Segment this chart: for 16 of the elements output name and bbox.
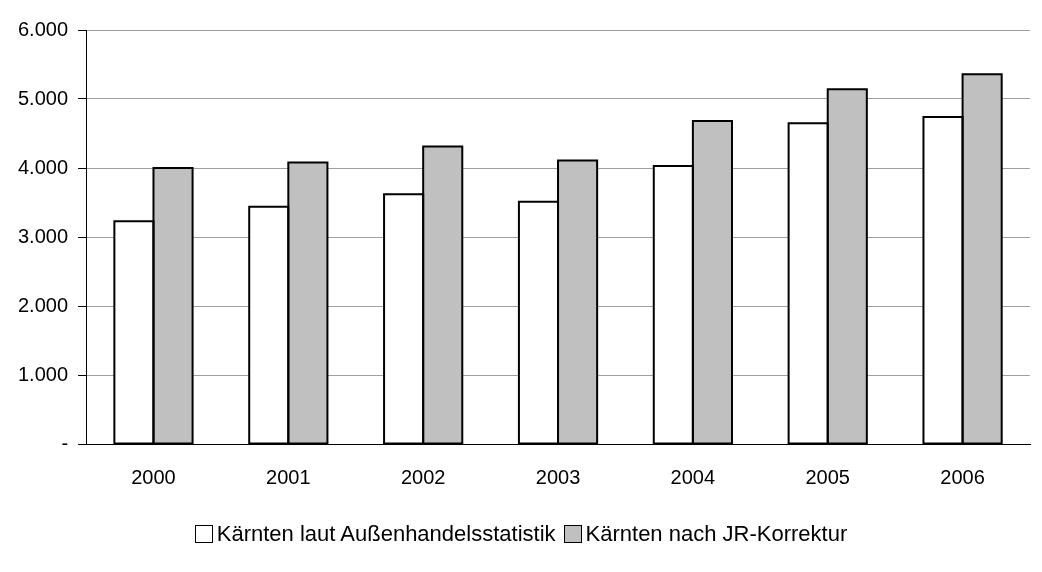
x-tick-label: 2005: [805, 465, 850, 488]
x-tick-label: 2006: [940, 465, 985, 488]
x-tick-label: 2002: [400, 465, 446, 488]
y-tick-label: 4.000: [17, 155, 69, 178]
y-tick-label: -: [61, 431, 69, 454]
y-tick-label: 5.000: [17, 86, 69, 109]
x-tick-label: 2003: [535, 465, 581, 488]
y-tick-label: 1.000: [17, 362, 69, 385]
y-tick-label: 6.000: [17, 17, 69, 40]
y-tick-label: 2.000: [17, 293, 69, 316]
legend-label: Kärnten laut Außenhandelsstatistik: [216, 521, 556, 547]
x-tick-label: 2001: [266, 465, 311, 488]
y-tick-label: 3.000: [17, 224, 69, 247]
x-tick-label: 2004: [670, 465, 716, 488]
x-tick-label: 2000: [131, 465, 176, 488]
legend-label: Kärnten nach JR-Korrektur: [585, 521, 848, 547]
